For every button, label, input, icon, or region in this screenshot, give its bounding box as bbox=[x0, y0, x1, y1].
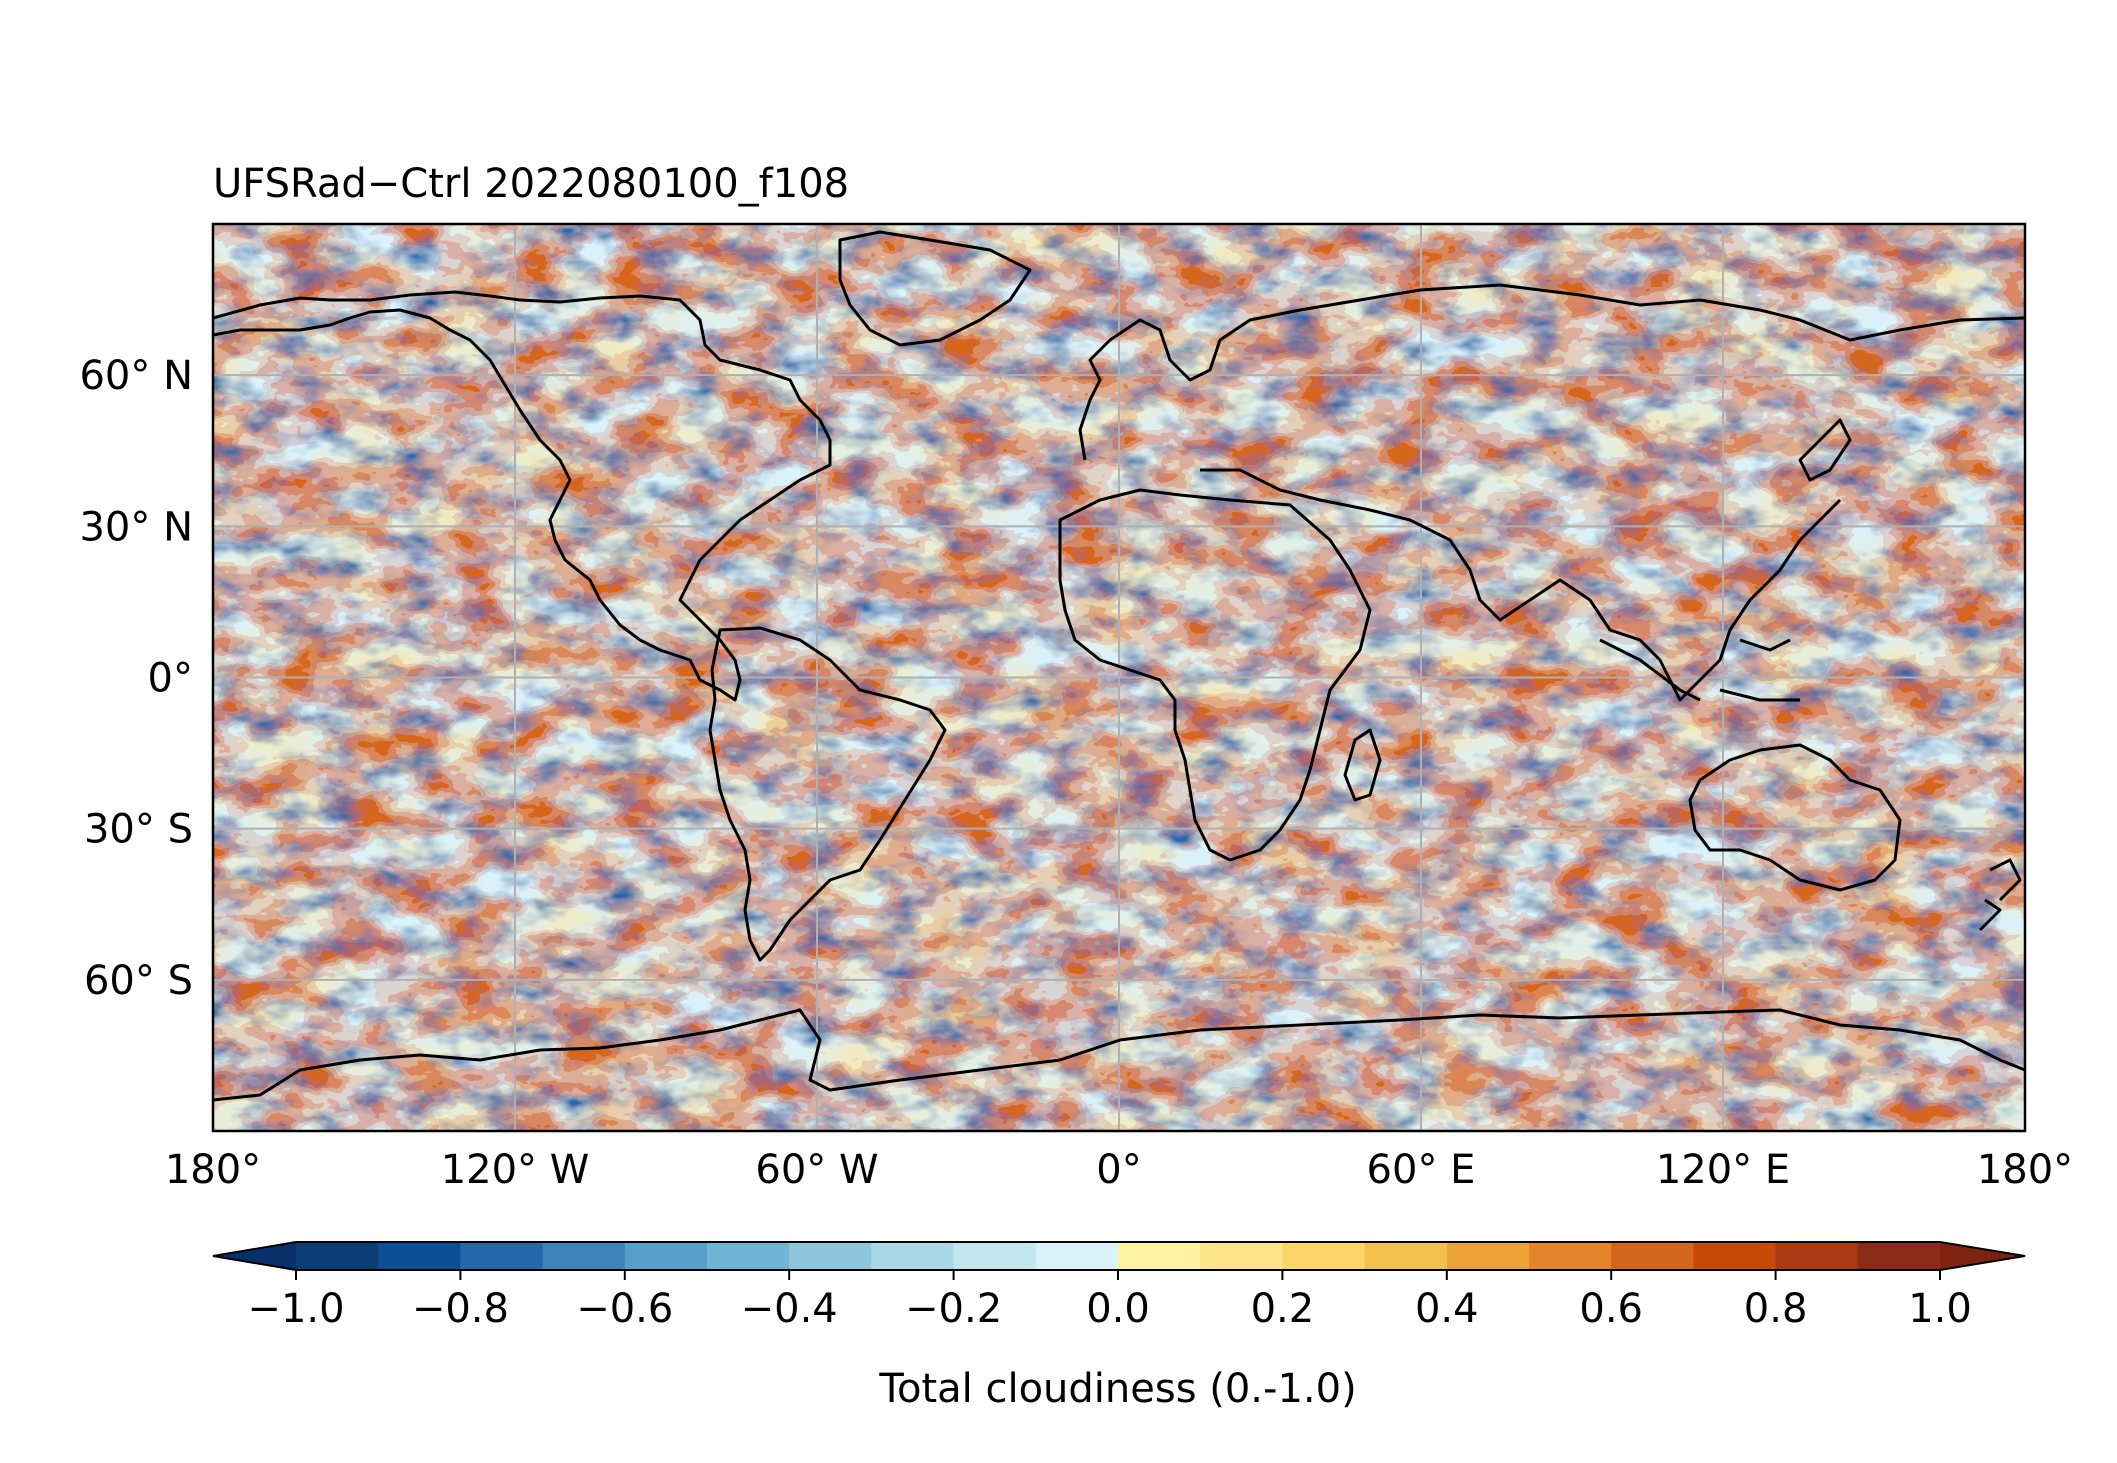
colorbar-tick-label-0: −1.0 bbox=[247, 1286, 344, 1332]
coastline-south-america bbox=[708, 626, 947, 962]
colorbar-bin-4 bbox=[624, 1242, 708, 1270]
coastline-japan bbox=[1798, 418, 1852, 482]
colorbar-bin-3 bbox=[542, 1242, 626, 1270]
colorbar-bin-16 bbox=[1611, 1242, 1694, 1270]
lon-label-0: 180° bbox=[165, 1147, 261, 1193]
colorbar-bin-5 bbox=[707, 1242, 790, 1270]
coastline-greenland bbox=[838, 230, 1032, 347]
lat-label-0: 60° N bbox=[79, 353, 193, 399]
colorbar: −1.0 −0.8 −0.6 −0.4 −0.2 0.0 0.2 0.4 0.6 0.8 1.0 bbox=[212, 1241, 2026, 1332]
coastline-australia bbox=[1688, 743, 1902, 892]
lon-label-4: 60° E bbox=[1367, 1147, 1476, 1193]
gridlines bbox=[213, 224, 2025, 1131]
coastlines bbox=[213, 230, 2025, 1102]
longitude-labels: 180° 120° W 60° W 0° 60° E 120° E 180° bbox=[165, 1147, 2073, 1193]
colorbar-bin-2 bbox=[460, 1242, 544, 1270]
colorbar-bin-1 bbox=[378, 1242, 461, 1270]
coastline-africa bbox=[1058, 488, 1372, 862]
lat-label-2: 0° bbox=[148, 656, 193, 702]
colorbar-bin-19 bbox=[1857, 1242, 1941, 1270]
colorbar-extend-under bbox=[213, 1242, 296, 1270]
lat-label-1: 30° N bbox=[79, 504, 193, 550]
map-frame bbox=[211, 222, 2027, 1133]
colorbar-label: Total cloudiness (0.-1.0) bbox=[878, 1366, 1356, 1412]
coastline-antarctica bbox=[213, 1008, 2025, 1102]
colorbar-tick-label-10: 1.0 bbox=[1908, 1286, 1972, 1332]
lon-label-3: 0° bbox=[1096, 1147, 1141, 1193]
coastline-north-america bbox=[213, 290, 832, 702]
colorbar-tick-label-8: 0.6 bbox=[1579, 1286, 1643, 1332]
colorbar-tick-label-4: −0.2 bbox=[905, 1286, 1002, 1332]
colorbar-bin-9 bbox=[1035, 1242, 1119, 1270]
colorbar-extend-over bbox=[1940, 1242, 2025, 1270]
coastline-indonesia bbox=[1599, 638, 1800, 702]
colorbar-bin-0 bbox=[296, 1242, 379, 1270]
latitude-labels: 60° N 30° N 0° 30° S 60° S bbox=[79, 353, 193, 1004]
colorbar-bin-12 bbox=[1282, 1242, 1366, 1270]
map-title: UFSRad−Ctrl 2022080100_f108 bbox=[213, 161, 849, 207]
lon-label-6: 180° bbox=[1977, 1147, 2073, 1193]
colorbar-tick-label-3: −0.4 bbox=[741, 1286, 838, 1332]
lat-label-4: 60° S bbox=[84, 958, 193, 1004]
colorbar-bin-18 bbox=[1775, 1242, 1859, 1270]
lon-label-2: 60° W bbox=[755, 1147, 878, 1193]
colorbar-tick-label-1: −0.8 bbox=[412, 1286, 509, 1332]
colorbar-tick-label-5: 0.0 bbox=[1086, 1286, 1150, 1332]
coastline-madagascar bbox=[1343, 728, 1382, 802]
lon-label-1: 120° W bbox=[441, 1147, 590, 1193]
colorbar-bin-10 bbox=[1118, 1242, 1201, 1270]
colorbar-bin-14 bbox=[1446, 1242, 1530, 1270]
colorbar-bin-8 bbox=[953, 1242, 1037, 1270]
coastline-asia-south bbox=[1200, 468, 1842, 702]
coastline-eurasia bbox=[1078, 283, 2025, 461]
map-field bbox=[213, 224, 2025, 1131]
colorbar-bin-7 bbox=[871, 1242, 955, 1270]
colorbar-tick-label-7: 0.4 bbox=[1415, 1286, 1479, 1332]
colorbar-bin-6 bbox=[789, 1242, 872, 1270]
colorbar-tick-label-2: −0.6 bbox=[576, 1286, 673, 1332]
colorbar-tick-label-6: 0.2 bbox=[1251, 1286, 1315, 1332]
colorbar-bin-17 bbox=[1693, 1242, 1777, 1270]
lat-label-3: 30° S bbox=[84, 807, 193, 853]
colorbar-bin-13 bbox=[1364, 1242, 1448, 1270]
lon-label-5: 120° E bbox=[1656, 1147, 1790, 1193]
coastline-new-zealand bbox=[1978, 858, 2022, 932]
colorbar-tick-label-9: 0.8 bbox=[1744, 1286, 1808, 1332]
colorbar-bin-15 bbox=[1529, 1242, 1612, 1270]
colorbar-bin-11 bbox=[1200, 1242, 1283, 1270]
